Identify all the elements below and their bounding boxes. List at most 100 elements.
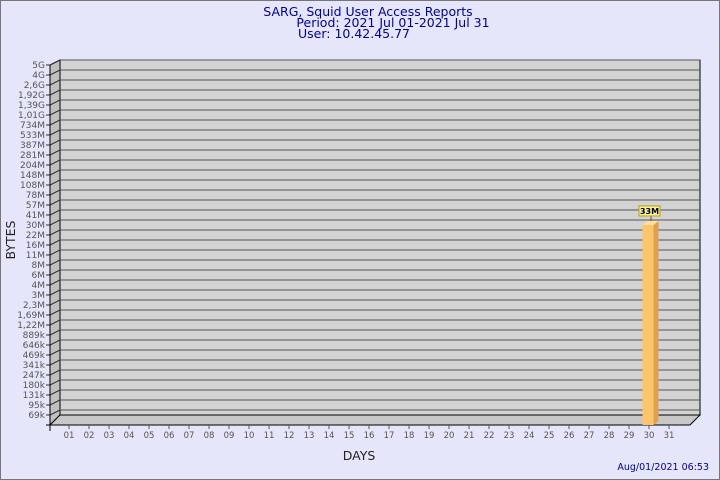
x-tick-label: 20 — [444, 431, 455, 441]
y-tick-label: 387M — [20, 141, 45, 151]
grid-line-side — [49, 89, 61, 96]
x-tick-label: 23 — [504, 431, 515, 441]
x-tick-label: 27 — [584, 431, 595, 441]
x-tick-label: 25 — [544, 431, 555, 441]
grid-line-side — [49, 79, 61, 86]
grid-line-side — [49, 129, 61, 136]
grid-line-side — [49, 369, 61, 376]
y-tick-label: 6M — [32, 271, 46, 281]
x-tick-label: 09 — [224, 431, 235, 441]
grid-line-side — [49, 409, 61, 416]
y-tick-label: 341k — [23, 361, 46, 371]
y-tick-label: 1,69M — [17, 311, 45, 321]
x-tick-label: 04 — [124, 431, 135, 441]
grid-line-side — [49, 169, 61, 176]
x-tick-label: 18 — [404, 431, 415, 441]
grid-line-side — [49, 399, 61, 406]
data-label-box — [638, 205, 661, 217]
y-tick-label: 11M — [26, 251, 45, 261]
grid-line-side — [49, 139, 61, 146]
y-tick-label: 204M — [20, 161, 45, 171]
y-tick-label: 180k — [23, 381, 46, 391]
grid-line-side — [49, 219, 61, 226]
y-tick-label: 3M — [32, 291, 46, 301]
grid-line-side — [49, 229, 61, 236]
grid-line-side — [49, 339, 61, 346]
y-tick-label: 1,22M — [17, 321, 45, 331]
grid-line-side — [49, 149, 61, 156]
grid-line-side — [49, 279, 61, 286]
y-tick-label: 131k — [23, 391, 46, 401]
grid-line-side — [49, 69, 61, 76]
grid-line-side — [49, 119, 61, 126]
plot-back-wall — [59, 59, 701, 416]
y-axis-label: BYTES — [3, 220, 18, 259]
x-tick-label: 01 — [64, 431, 75, 441]
y-tick-label: 57M — [26, 201, 45, 211]
grid-line-side — [49, 319, 61, 326]
grid-line-side — [49, 389, 61, 396]
chart-period: Period: 2021 Jul 01-2021 Jul 31 — [296, 15, 489, 30]
grid-line-side — [49, 379, 61, 386]
x-tick-label: 07 — [184, 431, 195, 441]
x-tick-label: 05 — [144, 431, 155, 441]
x-tick-label: 28 — [604, 431, 615, 441]
grid-line-side — [49, 239, 61, 246]
x-tick-label: 16 — [364, 431, 375, 441]
grid-line-side — [49, 259, 61, 266]
y-tick-label: 247k — [23, 371, 46, 381]
y-tick-label: 148M — [20, 171, 45, 181]
y-tick-label: 8M — [32, 261, 46, 271]
grid-line-side — [49, 349, 61, 356]
grid-line-side — [49, 249, 61, 256]
y-tick-label: 108M — [20, 181, 45, 191]
x-tick-label: 31 — [664, 431, 675, 441]
y-tick-label: 41M — [26, 211, 45, 221]
y-tick-label: 646k — [23, 341, 46, 351]
x-tick-label: 13 — [304, 431, 315, 441]
x-tick-label: 17 — [384, 431, 395, 441]
grid-line-side — [49, 99, 61, 106]
grid-line-side — [49, 59, 61, 66]
grid-line-side — [49, 329, 61, 336]
grid-line-side — [49, 109, 61, 116]
y-tick-label: 30M — [26, 221, 45, 231]
y-tick-label: 4M — [32, 281, 46, 291]
x-tick-label: 08 — [204, 431, 215, 441]
bar-side — [653, 220, 659, 425]
x-tick-label: 30 — [644, 431, 655, 441]
x-tick-label: 24 — [524, 431, 535, 441]
generated-timestamp: Aug/01/2021 06:53 — [617, 462, 709, 473]
y-tick-label: 5G — [32, 61, 45, 71]
y-tick-label: 1,01G — [18, 111, 45, 121]
y-tick-label: 22M — [26, 231, 45, 241]
y-tick-label: 78M — [26, 191, 45, 201]
grid-line-side — [49, 359, 61, 366]
grid-line-side — [49, 159, 61, 166]
y-tick-label: 69k — [28, 411, 45, 421]
y-tick-label: 1,92G — [18, 91, 45, 101]
grid-line-side — [49, 179, 61, 186]
grid-line-side — [49, 189, 61, 196]
x-axis-label: DAYS — [343, 448, 376, 463]
bar-front — [642, 224, 654, 425]
grid-line-side — [49, 199, 61, 206]
plot-floor — [48, 414, 702, 426]
x-tick-label: 03 — [104, 431, 115, 441]
x-tick-label: 22 — [484, 431, 495, 441]
chart-user: User: 10.42.45.77 — [298, 26, 410, 41]
grid-line-side — [49, 309, 61, 316]
y-tick-label: 1,39G — [18, 101, 45, 111]
x-tick-label: 10 — [244, 431, 255, 441]
data-label: 33M — [640, 207, 659, 216]
y-tick-label: 889k — [23, 331, 46, 341]
x-tick-label: 15 — [344, 431, 355, 441]
y-tick-label: 2,3M — [23, 301, 45, 311]
chart-title: SARG, Squid User Access Reports — [263, 4, 472, 19]
x-tick-label: 29 — [624, 431, 635, 441]
x-tick-label: 12 — [284, 431, 295, 441]
grid-line-side — [49, 299, 61, 306]
x-tick-label: 21 — [464, 431, 475, 441]
x-tick-label: 14 — [324, 431, 335, 441]
